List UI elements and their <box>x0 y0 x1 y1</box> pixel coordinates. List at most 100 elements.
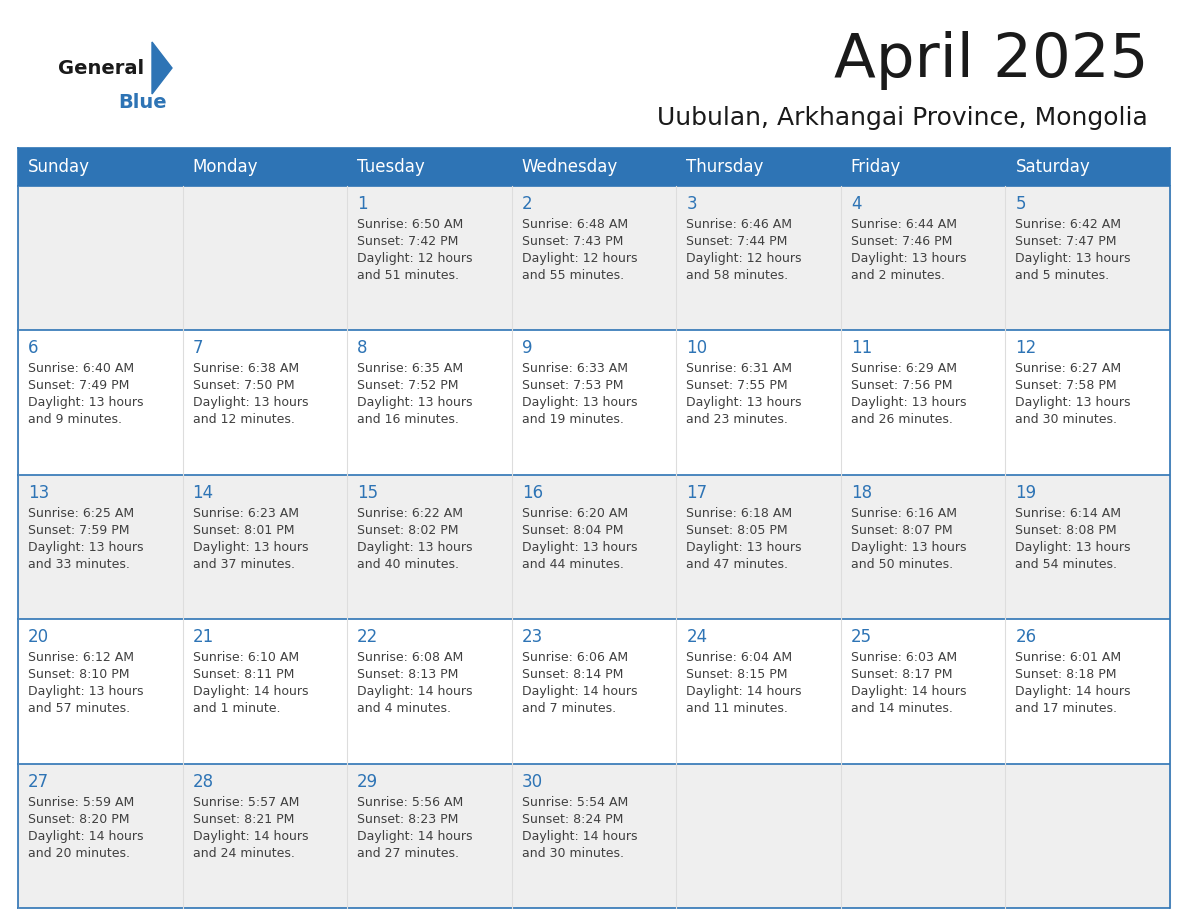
Text: 12: 12 <box>1016 340 1037 357</box>
Text: and 47 minutes.: and 47 minutes. <box>687 558 789 571</box>
Text: General: General <box>58 59 144 77</box>
Text: Sunset: 8:23 PM: Sunset: 8:23 PM <box>358 812 459 825</box>
Text: and 54 minutes.: and 54 minutes. <box>1016 558 1118 571</box>
Text: 29: 29 <box>358 773 378 790</box>
Text: 8: 8 <box>358 340 367 357</box>
Text: and 24 minutes.: and 24 minutes. <box>192 846 295 859</box>
Text: Sunrise: 6:40 AM: Sunrise: 6:40 AM <box>29 363 134 375</box>
Text: 15: 15 <box>358 484 378 502</box>
Text: Daylight: 14 hours: Daylight: 14 hours <box>192 830 308 843</box>
Bar <box>18 186 1170 330</box>
Text: Sunrise: 6:08 AM: Sunrise: 6:08 AM <box>358 651 463 665</box>
Bar <box>18 148 1170 186</box>
Text: 18: 18 <box>851 484 872 502</box>
Text: Sunset: 7:58 PM: Sunset: 7:58 PM <box>1016 379 1117 392</box>
Text: and 40 minutes.: and 40 minutes. <box>358 558 459 571</box>
Text: Sunrise: 6:06 AM: Sunrise: 6:06 AM <box>522 651 627 665</box>
Text: and 23 minutes.: and 23 minutes. <box>687 413 788 426</box>
Text: Sunrise: 6:31 AM: Sunrise: 6:31 AM <box>687 363 792 375</box>
Text: 4: 4 <box>851 195 861 213</box>
Text: Sunday: Sunday <box>29 158 90 176</box>
Text: and 58 minutes.: and 58 minutes. <box>687 269 789 282</box>
Text: and 55 minutes.: and 55 minutes. <box>522 269 624 282</box>
Text: Daylight: 14 hours: Daylight: 14 hours <box>851 685 966 699</box>
Text: and 2 minutes.: and 2 minutes. <box>851 269 944 282</box>
Text: Daylight: 14 hours: Daylight: 14 hours <box>687 685 802 699</box>
Text: Daylight: 13 hours: Daylight: 13 hours <box>687 541 802 554</box>
Text: 14: 14 <box>192 484 214 502</box>
Text: 13: 13 <box>29 484 49 502</box>
Text: Sunrise: 6:25 AM: Sunrise: 6:25 AM <box>29 507 134 520</box>
Text: Sunset: 8:15 PM: Sunset: 8:15 PM <box>687 668 788 681</box>
Text: Daylight: 13 hours: Daylight: 13 hours <box>1016 541 1131 554</box>
Text: Daylight: 13 hours: Daylight: 13 hours <box>522 397 637 409</box>
Text: 3: 3 <box>687 195 697 213</box>
Text: Sunrise: 6:04 AM: Sunrise: 6:04 AM <box>687 651 792 665</box>
Text: 11: 11 <box>851 340 872 357</box>
Text: and 9 minutes.: and 9 minutes. <box>29 413 122 426</box>
Text: Sunrise: 6:27 AM: Sunrise: 6:27 AM <box>1016 363 1121 375</box>
Text: Sunrise: 6:22 AM: Sunrise: 6:22 AM <box>358 507 463 520</box>
Text: 1: 1 <box>358 195 368 213</box>
Text: and 26 minutes.: and 26 minutes. <box>851 413 953 426</box>
Text: Sunrise: 6:20 AM: Sunrise: 6:20 AM <box>522 507 627 520</box>
Text: and 37 minutes.: and 37 minutes. <box>192 558 295 571</box>
Text: 28: 28 <box>192 773 214 790</box>
Text: and 27 minutes.: and 27 minutes. <box>358 846 459 859</box>
Text: and 51 minutes.: and 51 minutes. <box>358 269 459 282</box>
Text: Sunset: 8:17 PM: Sunset: 8:17 PM <box>851 668 953 681</box>
Text: Friday: Friday <box>851 158 902 176</box>
Text: 23: 23 <box>522 628 543 646</box>
Text: 21: 21 <box>192 628 214 646</box>
Text: Monday: Monday <box>192 158 258 176</box>
Bar <box>18 475 1170 620</box>
Text: 2: 2 <box>522 195 532 213</box>
Text: Sunrise: 6:38 AM: Sunrise: 6:38 AM <box>192 363 298 375</box>
Text: Sunrise: 5:56 AM: Sunrise: 5:56 AM <box>358 796 463 809</box>
Text: and 57 minutes.: and 57 minutes. <box>29 702 131 715</box>
Bar <box>18 330 1170 475</box>
Text: Daylight: 14 hours: Daylight: 14 hours <box>522 685 637 699</box>
Text: Daylight: 13 hours: Daylight: 13 hours <box>358 541 473 554</box>
Text: Sunset: 7:52 PM: Sunset: 7:52 PM <box>358 379 459 392</box>
Text: Sunset: 8:14 PM: Sunset: 8:14 PM <box>522 668 623 681</box>
Text: and 1 minute.: and 1 minute. <box>192 702 280 715</box>
Text: Sunset: 8:01 PM: Sunset: 8:01 PM <box>192 524 295 537</box>
Text: 17: 17 <box>687 484 707 502</box>
Text: and 17 minutes.: and 17 minutes. <box>1016 702 1118 715</box>
Text: Sunset: 7:56 PM: Sunset: 7:56 PM <box>851 379 953 392</box>
Text: Daylight: 13 hours: Daylight: 13 hours <box>29 541 144 554</box>
Text: Sunset: 7:44 PM: Sunset: 7:44 PM <box>687 235 788 248</box>
Text: Daylight: 13 hours: Daylight: 13 hours <box>29 685 144 699</box>
Text: Sunset: 8:24 PM: Sunset: 8:24 PM <box>522 812 623 825</box>
Text: Sunrise: 6:44 AM: Sunrise: 6:44 AM <box>851 218 956 231</box>
Text: 9: 9 <box>522 340 532 357</box>
Text: 5: 5 <box>1016 195 1026 213</box>
Text: Sunrise: 5:59 AM: Sunrise: 5:59 AM <box>29 796 134 809</box>
Text: 25: 25 <box>851 628 872 646</box>
Text: April 2025: April 2025 <box>834 30 1148 89</box>
Text: Sunset: 7:43 PM: Sunset: 7:43 PM <box>522 235 623 248</box>
Text: Sunrise: 6:48 AM: Sunrise: 6:48 AM <box>522 218 627 231</box>
Text: Sunset: 8:10 PM: Sunset: 8:10 PM <box>29 668 129 681</box>
Text: and 30 minutes.: and 30 minutes. <box>1016 413 1118 426</box>
Text: Thursday: Thursday <box>687 158 764 176</box>
Text: Daylight: 13 hours: Daylight: 13 hours <box>851 541 966 554</box>
Text: Sunrise: 5:57 AM: Sunrise: 5:57 AM <box>192 796 299 809</box>
Text: Sunset: 8:11 PM: Sunset: 8:11 PM <box>192 668 293 681</box>
Text: and 11 minutes.: and 11 minutes. <box>687 702 788 715</box>
Text: Sunrise: 6:23 AM: Sunrise: 6:23 AM <box>192 507 298 520</box>
Text: Daylight: 12 hours: Daylight: 12 hours <box>687 252 802 265</box>
Text: and 30 minutes.: and 30 minutes. <box>522 846 624 859</box>
Text: Sunrise: 6:50 AM: Sunrise: 6:50 AM <box>358 218 463 231</box>
Text: and 7 minutes.: and 7 minutes. <box>522 702 615 715</box>
Text: 6: 6 <box>29 340 38 357</box>
Text: Sunset: 7:46 PM: Sunset: 7:46 PM <box>851 235 953 248</box>
Text: Sunset: 8:02 PM: Sunset: 8:02 PM <box>358 524 459 537</box>
Text: Saturday: Saturday <box>1016 158 1091 176</box>
Text: Wednesday: Wednesday <box>522 158 618 176</box>
Text: Sunrise: 6:03 AM: Sunrise: 6:03 AM <box>851 651 958 665</box>
Polygon shape <box>152 42 172 94</box>
Text: 24: 24 <box>687 628 707 646</box>
Text: and 19 minutes.: and 19 minutes. <box>522 413 624 426</box>
